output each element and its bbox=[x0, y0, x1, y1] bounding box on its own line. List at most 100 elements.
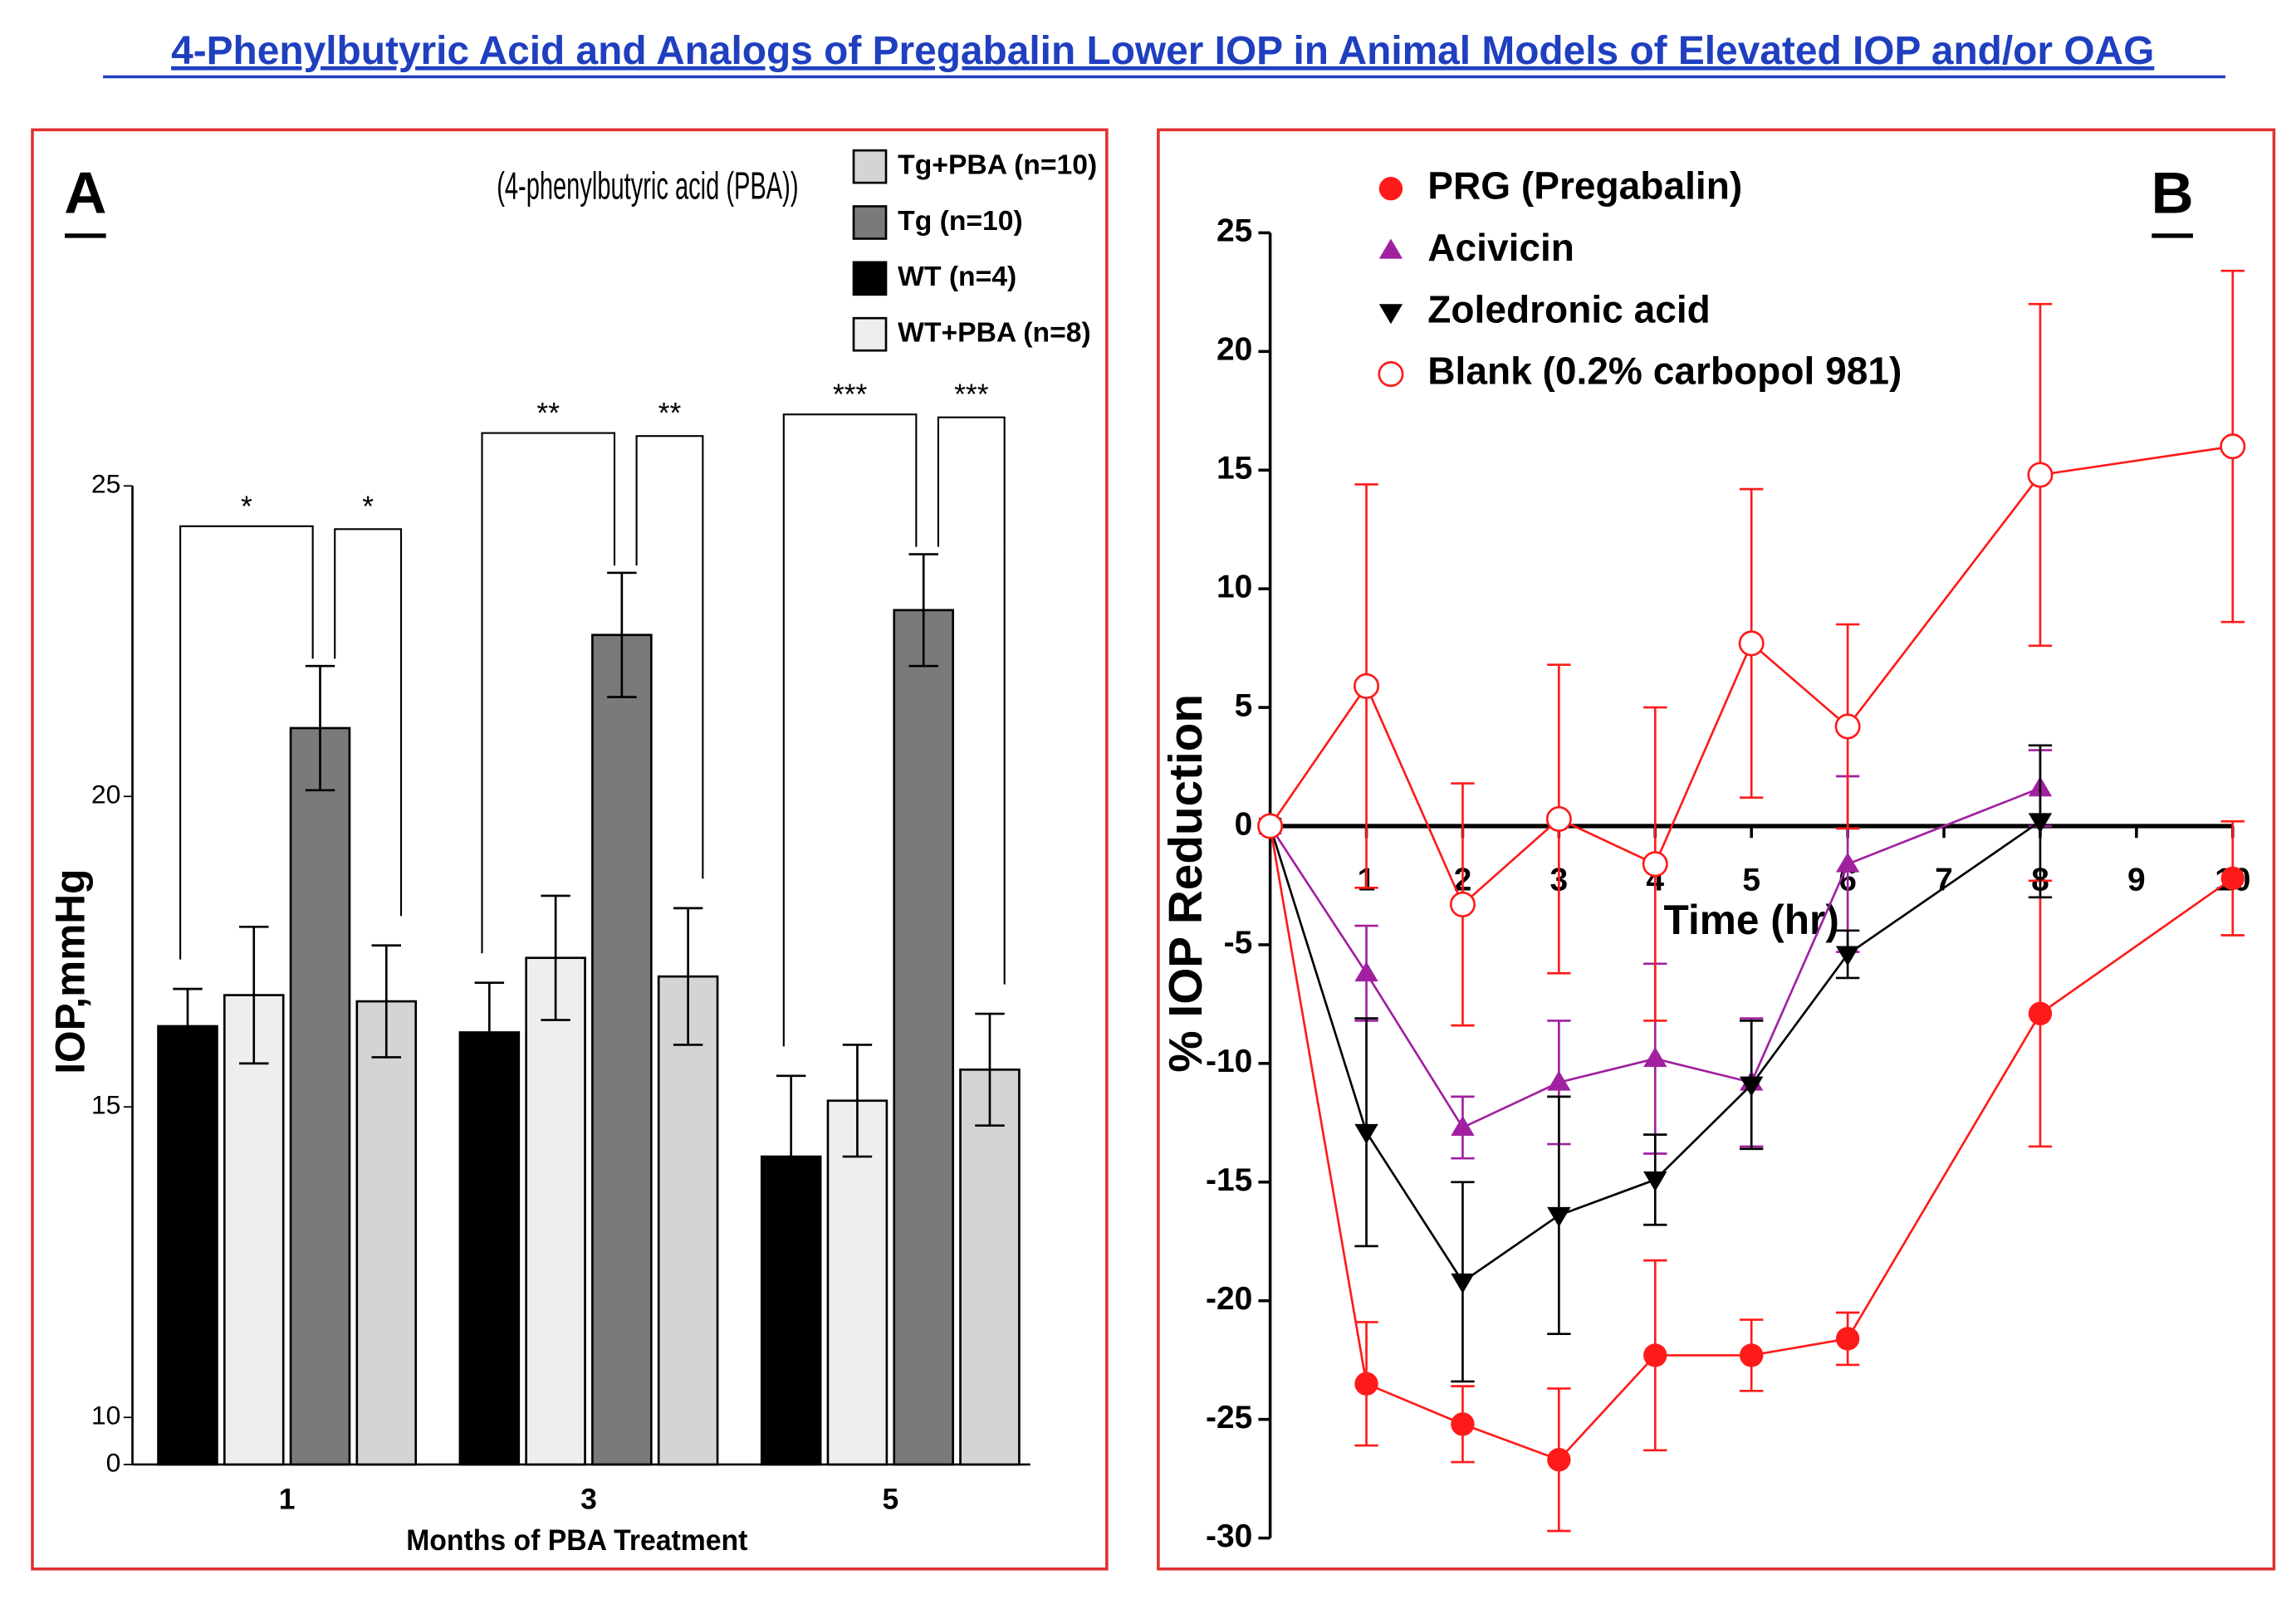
legend-label: PRG (Pregabalin) bbox=[1427, 164, 1742, 207]
bar bbox=[157, 1025, 218, 1466]
y-axis-label: IOP,mmHg bbox=[47, 869, 94, 1074]
x-tick-label: 3 bbox=[580, 1483, 597, 1516]
x-tick-label: 1 bbox=[279, 1483, 296, 1516]
marker bbox=[1451, 1412, 1475, 1436]
marker bbox=[1354, 961, 1378, 982]
marker bbox=[1547, 1206, 1571, 1227]
x-tick-label: 5 bbox=[882, 1483, 898, 1516]
error-bar bbox=[975, 1012, 1005, 1127]
marker bbox=[1738, 630, 1765, 657]
y-tick-label: 20 bbox=[1217, 332, 1252, 368]
y-tick-label: 0 bbox=[1235, 806, 1253, 842]
y-tick-label: -5 bbox=[1224, 925, 1253, 961]
panel-b-frame bbox=[1157, 128, 2276, 1571]
marker bbox=[1740, 1343, 1764, 1367]
significance-bracket bbox=[481, 432, 616, 954]
marker bbox=[1835, 852, 1860, 873]
legend-label: Zoledronic acid bbox=[1427, 287, 1711, 330]
legend-label: WT (n=4) bbox=[898, 262, 1016, 292]
error-bar bbox=[908, 553, 938, 668]
y-tick-label: 10 bbox=[91, 1401, 120, 1430]
significance-stars: ** bbox=[658, 397, 682, 430]
x-tick-label: 9 bbox=[2127, 863, 2146, 898]
y-tick-label: -15 bbox=[1206, 1162, 1252, 1198]
y-axis-label: % IOP Reduction bbox=[1160, 694, 1212, 1073]
bar bbox=[657, 975, 719, 1466]
panel-label: A bbox=[64, 161, 106, 227]
marker bbox=[2220, 866, 2245, 891]
y-tick-label: -30 bbox=[1206, 1519, 1252, 1554]
significance-stars: * bbox=[362, 490, 374, 523]
legend-label: Acivicin bbox=[1427, 226, 1574, 269]
marker bbox=[1740, 1076, 1764, 1097]
marker bbox=[1547, 1070, 1571, 1091]
error-bar bbox=[474, 981, 505, 1083]
significance-stars: * bbox=[241, 490, 252, 523]
error-bar bbox=[842, 1044, 873, 1158]
legend-marker bbox=[1378, 304, 1403, 325]
bar bbox=[525, 956, 586, 1466]
significance-bracket bbox=[334, 528, 403, 917]
marker bbox=[2027, 462, 2054, 488]
y-tick-label: 10 bbox=[1217, 569, 1252, 604]
series-line bbox=[1269, 820, 2041, 1284]
significance-bracket bbox=[179, 525, 314, 960]
legend-marker bbox=[1378, 177, 1403, 201]
error-bar bbox=[541, 894, 570, 1021]
marker bbox=[1354, 1372, 1378, 1396]
series-line bbox=[1269, 787, 2041, 1129]
bar bbox=[289, 726, 351, 1466]
x-axis-label: Time (hr) bbox=[1664, 897, 1839, 943]
error-bar bbox=[673, 907, 703, 1046]
marker bbox=[1354, 1123, 1378, 1144]
legend-marker bbox=[1378, 361, 1404, 388]
x-tick-label: 5 bbox=[1742, 863, 1760, 898]
significance-bracket bbox=[782, 413, 918, 1047]
legend-swatch bbox=[852, 149, 888, 184]
legend-marker bbox=[1378, 238, 1403, 259]
error-bar bbox=[239, 925, 269, 1065]
legend-swatch bbox=[852, 316, 888, 352]
y-tick-label: -25 bbox=[1206, 1400, 1252, 1435]
marker bbox=[2028, 813, 2053, 834]
y-tick-label: -10 bbox=[1206, 1044, 1252, 1079]
error-bar bbox=[776, 1074, 806, 1239]
significance-bracket bbox=[937, 416, 1006, 985]
significance-stars: *** bbox=[833, 378, 868, 411]
y-tick-label: 5 bbox=[1235, 687, 1253, 723]
marker bbox=[1835, 1327, 1860, 1351]
marker bbox=[2028, 1001, 2053, 1026]
marker bbox=[1834, 713, 1861, 740]
marker bbox=[1449, 891, 1476, 917]
x-axis-label: Months of PBA Treatment bbox=[406, 1523, 747, 1557]
bar bbox=[355, 1000, 418, 1466]
legend-swatch bbox=[852, 261, 888, 296]
bar bbox=[893, 609, 954, 1466]
y-tick-label: 25 bbox=[91, 469, 120, 499]
marker bbox=[1643, 1171, 1667, 1192]
x-tick-label: 7 bbox=[1935, 863, 1953, 898]
error-bar bbox=[607, 571, 637, 698]
significance-bracket bbox=[635, 435, 704, 879]
bar bbox=[458, 1031, 521, 1466]
marker bbox=[1545, 805, 1572, 832]
marker bbox=[1643, 1343, 1667, 1367]
error-bar bbox=[173, 987, 203, 1065]
error-bar bbox=[305, 664, 335, 792]
bar bbox=[223, 994, 285, 1466]
marker bbox=[2220, 433, 2246, 460]
marker bbox=[1451, 1115, 1475, 1136]
legend-label: WT+PBA (n=8) bbox=[898, 318, 1091, 349]
y-tick-label: 15 bbox=[91, 1090, 120, 1120]
annotation: (4-phenylbutyric acid (PBA)) bbox=[497, 164, 798, 207]
marker bbox=[1547, 1448, 1571, 1472]
y-tick-label: -20 bbox=[1206, 1281, 1252, 1317]
bar bbox=[591, 633, 653, 1466]
y-tick-label: 20 bbox=[91, 780, 120, 809]
legend-swatch bbox=[852, 205, 888, 240]
error-bar bbox=[371, 944, 401, 1059]
significance-stars: *** bbox=[954, 378, 989, 411]
marker bbox=[1451, 1273, 1475, 1294]
marker bbox=[1354, 672, 1380, 699]
